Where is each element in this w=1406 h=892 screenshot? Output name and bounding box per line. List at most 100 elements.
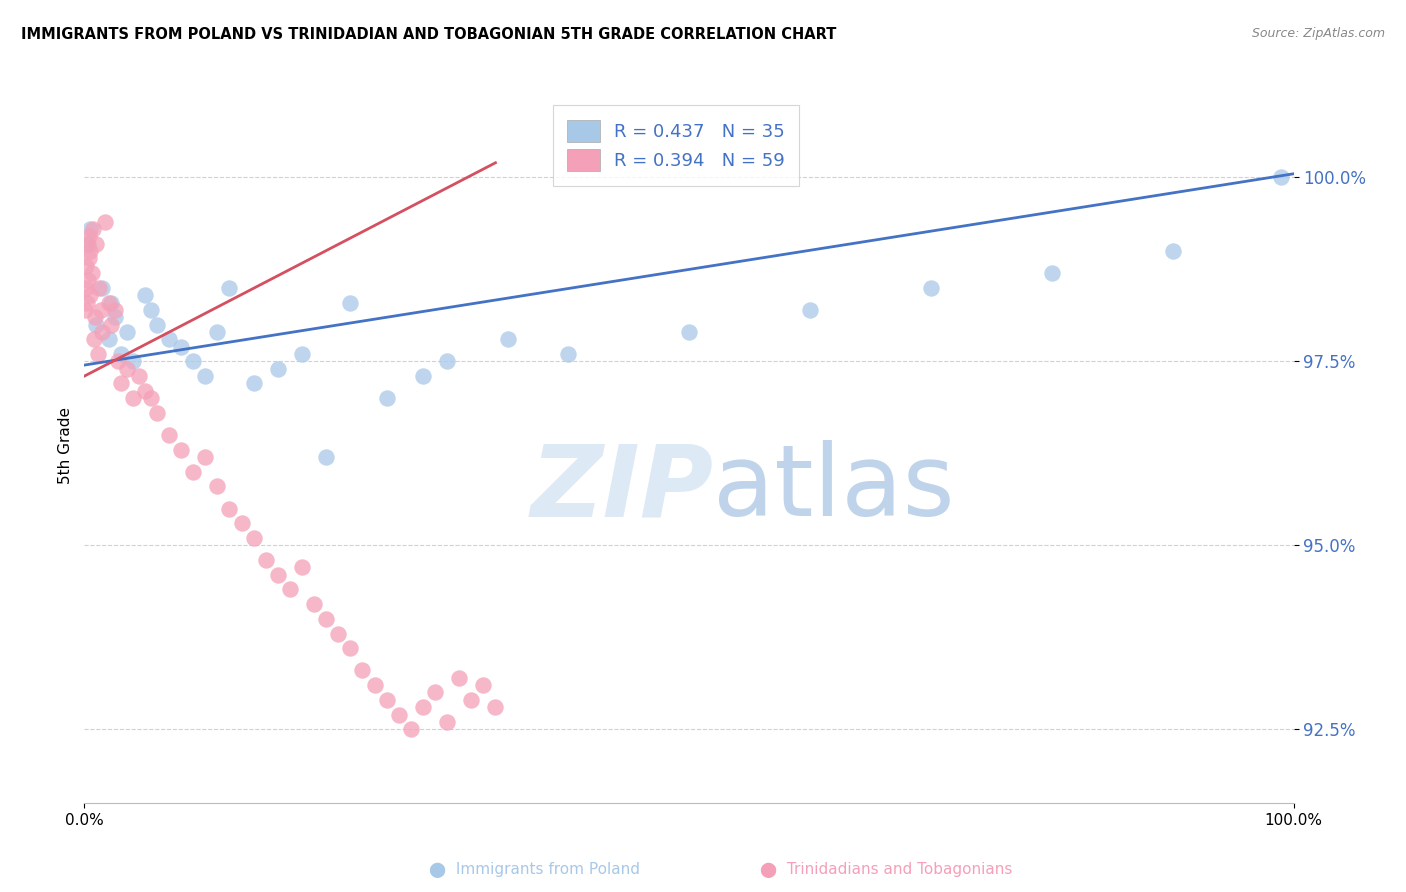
Point bbox=[134, 288, 156, 302]
Legend: R = 0.437   N = 35, R = 0.394   N = 59: R = 0.437 N = 35, R = 0.394 N = 59 bbox=[553, 105, 800, 186]
Point bbox=[170, 340, 193, 354]
Point bbox=[79, 288, 101, 302]
Point bbox=[423, 685, 446, 699]
Point bbox=[91, 325, 114, 339]
Point bbox=[484, 700, 506, 714]
Point bbox=[146, 406, 169, 420]
Point bbox=[291, 347, 314, 361]
Point bbox=[496, 332, 519, 346]
Point bbox=[79, 244, 101, 258]
Point bbox=[86, 318, 108, 332]
Point bbox=[115, 361, 138, 376]
Text: ⬤  Trinidadians and Tobagonians: ⬤ Trinidadians and Tobagonians bbox=[759, 862, 1012, 878]
Point bbox=[157, 332, 180, 346]
Point bbox=[1161, 244, 1184, 258]
Point bbox=[97, 295, 120, 310]
Text: ZIP: ZIP bbox=[530, 441, 713, 537]
Point bbox=[86, 236, 108, 251]
Point bbox=[80, 266, 103, 280]
Point bbox=[339, 295, 361, 310]
Point bbox=[436, 714, 458, 729]
Text: Source: ZipAtlas.com: Source: ZipAtlas.com bbox=[1251, 27, 1385, 40]
Point bbox=[107, 354, 129, 368]
Point bbox=[242, 376, 264, 391]
Point bbox=[181, 354, 204, 368]
Text: atlas: atlas bbox=[713, 441, 955, 537]
Point bbox=[218, 501, 240, 516]
Point bbox=[170, 442, 193, 457]
Point bbox=[104, 310, 127, 325]
Point bbox=[352, 664, 374, 678]
Point bbox=[375, 693, 398, 707]
Point bbox=[375, 391, 398, 405]
Point bbox=[399, 723, 422, 737]
Point bbox=[799, 302, 821, 317]
Point bbox=[181, 465, 204, 479]
Point bbox=[128, 369, 150, 384]
Point bbox=[104, 302, 127, 317]
Point bbox=[267, 567, 290, 582]
Point bbox=[73, 302, 96, 317]
Point bbox=[449, 671, 471, 685]
Point bbox=[86, 347, 108, 361]
Point bbox=[110, 376, 132, 391]
Point bbox=[75, 259, 97, 273]
Point bbox=[231, 516, 253, 531]
Point bbox=[302, 597, 325, 611]
Point bbox=[920, 281, 942, 295]
Point bbox=[291, 560, 314, 574]
Point bbox=[87, 281, 110, 295]
Point bbox=[363, 678, 385, 692]
Point bbox=[254, 553, 277, 567]
Point bbox=[157, 428, 180, 442]
Point bbox=[412, 369, 434, 384]
Point bbox=[79, 222, 101, 236]
Point bbox=[91, 281, 114, 295]
Point bbox=[115, 325, 138, 339]
Point bbox=[472, 678, 495, 692]
Point bbox=[388, 707, 411, 722]
Point bbox=[75, 281, 97, 295]
Point bbox=[412, 700, 434, 714]
Text: IMMIGRANTS FROM POLAND VS TRINIDADIAN AND TOBAGONIAN 5TH GRADE CORRELATION CHART: IMMIGRANTS FROM POLAND VS TRINIDADIAN AN… bbox=[21, 27, 837, 42]
Point bbox=[83, 332, 105, 346]
Point bbox=[97, 332, 120, 346]
Point bbox=[77, 252, 100, 266]
Y-axis label: 5th Grade: 5th Grade bbox=[58, 408, 73, 484]
Point bbox=[557, 347, 579, 361]
Point bbox=[207, 325, 229, 339]
Point bbox=[110, 347, 132, 361]
Point bbox=[139, 302, 162, 317]
Point bbox=[90, 302, 112, 317]
Point bbox=[100, 318, 122, 332]
Point bbox=[678, 325, 700, 339]
Point bbox=[339, 641, 361, 656]
Point bbox=[139, 391, 162, 405]
Point bbox=[460, 693, 482, 707]
Point bbox=[121, 354, 143, 368]
Point bbox=[436, 354, 458, 368]
Point bbox=[77, 236, 100, 251]
Point bbox=[194, 369, 217, 384]
Point bbox=[267, 361, 290, 376]
Point bbox=[146, 318, 169, 332]
Point bbox=[315, 612, 337, 626]
Point bbox=[278, 582, 301, 597]
Point bbox=[76, 295, 98, 310]
Point bbox=[76, 236, 98, 251]
Point bbox=[134, 384, 156, 398]
Point bbox=[77, 229, 100, 244]
Point bbox=[94, 214, 117, 228]
Point bbox=[1040, 266, 1063, 280]
Point bbox=[194, 450, 217, 464]
Point bbox=[82, 222, 104, 236]
Text: ⬤  Immigrants from Poland: ⬤ Immigrants from Poland bbox=[429, 862, 640, 878]
Point bbox=[315, 450, 337, 464]
Point bbox=[218, 281, 240, 295]
Point bbox=[121, 391, 143, 405]
Point bbox=[1270, 170, 1292, 185]
Point bbox=[207, 479, 229, 493]
Point bbox=[328, 626, 350, 640]
Point bbox=[242, 531, 264, 545]
Point bbox=[77, 273, 100, 287]
